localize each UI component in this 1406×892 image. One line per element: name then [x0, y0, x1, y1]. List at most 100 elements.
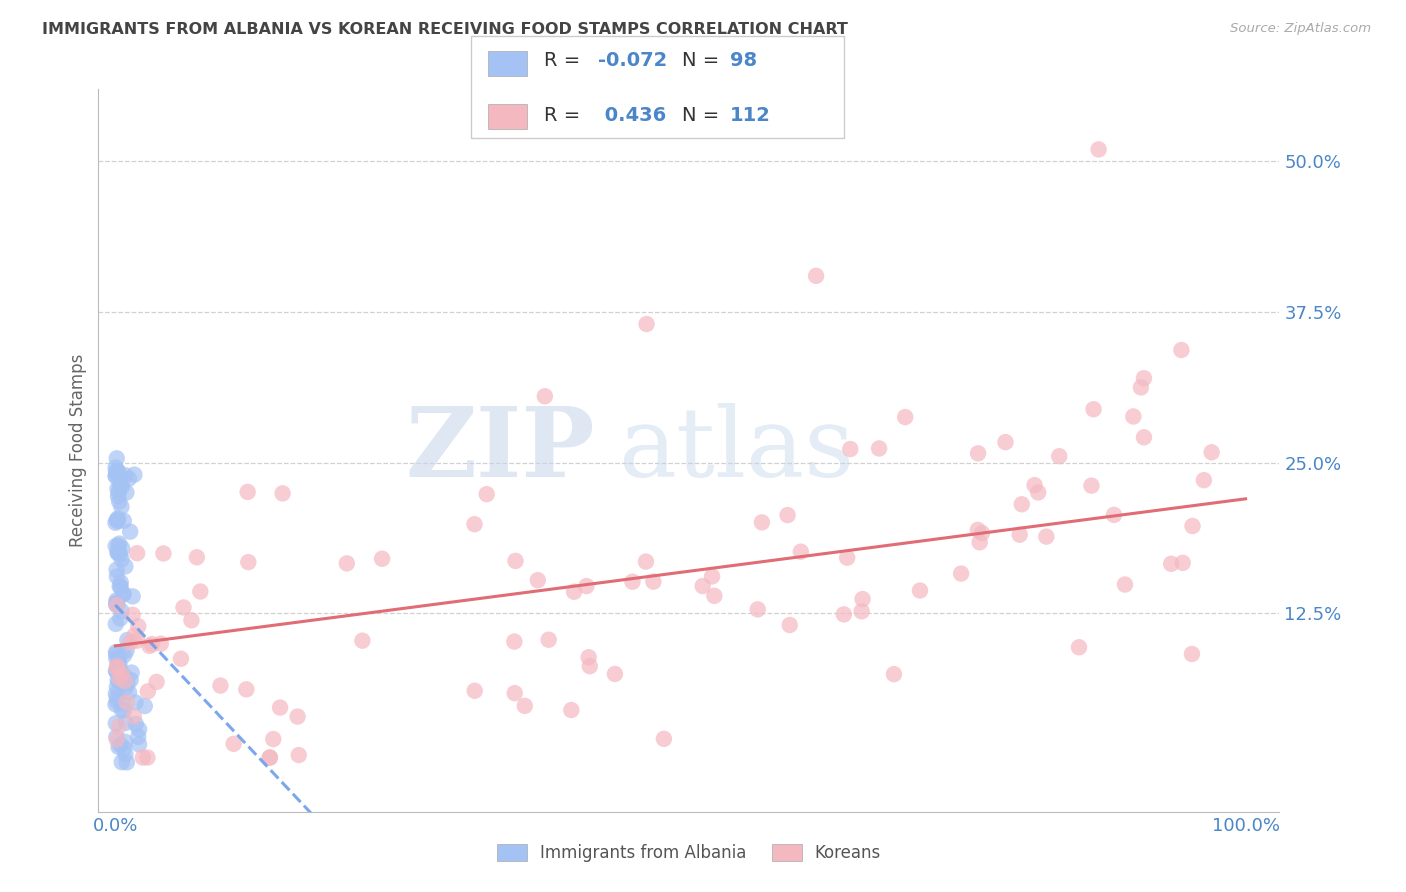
Point: [108, 649, 131, 664]
Point: [259, 750, 281, 764]
Point: [513, 698, 536, 713]
Point: [222, 737, 245, 751]
Legend: Immigrants from Albania, Koreans: Immigrants from Albania, Koreans: [491, 837, 887, 869]
Point: [105, 732, 128, 747]
Point: [120, 635, 142, 649]
Point: [112, 669, 135, 683]
Point: [110, 476, 132, 491]
Point: [105, 647, 128, 661]
Point: [475, 487, 498, 501]
Point: [751, 516, 773, 530]
Point: [236, 484, 259, 499]
Point: [1087, 142, 1109, 157]
Point: [114, 681, 136, 696]
Point: [112, 587, 135, 601]
Point: [118, 685, 141, 699]
Point: [1080, 478, 1102, 492]
Point: [575, 579, 598, 593]
Point: [136, 684, 159, 698]
Text: R =: R =: [544, 106, 586, 126]
Point: [1114, 577, 1136, 591]
Point: [108, 579, 131, 593]
Point: [839, 442, 862, 456]
Point: [104, 687, 127, 701]
Point: [110, 580, 132, 594]
Point: [110, 663, 132, 677]
Point: [970, 526, 993, 541]
Point: [1047, 449, 1070, 463]
Point: [868, 442, 890, 456]
Point: [621, 574, 644, 589]
Point: [108, 470, 131, 484]
Point: [1083, 402, 1105, 417]
Point: [111, 675, 134, 690]
Point: [105, 730, 128, 744]
Point: [837, 550, 859, 565]
Point: [105, 596, 128, 610]
Y-axis label: Receiving Food Stamps: Receiving Food Stamps: [69, 354, 87, 547]
Point: [851, 604, 873, 618]
Point: [851, 592, 873, 607]
Point: [112, 741, 135, 756]
Point: [505, 554, 527, 568]
Text: Source: ZipAtlas.com: Source: ZipAtlas.com: [1230, 22, 1371, 36]
Point: [124, 628, 146, 642]
Point: [747, 602, 769, 616]
Point: [107, 544, 129, 558]
Point: [127, 633, 149, 648]
Point: [104, 468, 127, 483]
Point: [149, 637, 172, 651]
Point: [121, 665, 143, 680]
Point: [127, 730, 149, 744]
Point: [110, 696, 132, 710]
Point: [1133, 430, 1156, 444]
Point: [1201, 445, 1223, 459]
Point: [105, 596, 128, 610]
Point: [105, 659, 128, 673]
Point: [700, 569, 723, 583]
Point: [537, 632, 560, 647]
Text: 112: 112: [730, 106, 770, 126]
Point: [112, 514, 135, 528]
Point: [1026, 485, 1049, 500]
Point: [128, 738, 150, 752]
Point: [105, 665, 128, 679]
Point: [107, 597, 129, 611]
Point: [110, 500, 132, 514]
Point: [105, 451, 128, 466]
Point: [111, 755, 134, 769]
Point: [503, 634, 526, 648]
Point: [110, 611, 132, 625]
Point: [287, 747, 309, 762]
Point: [104, 539, 127, 553]
Point: [104, 460, 127, 475]
Point: [1011, 497, 1033, 511]
Point: [105, 569, 128, 583]
Point: [107, 546, 129, 560]
Point: [120, 524, 142, 539]
Point: [114, 715, 136, 730]
Point: [108, 657, 131, 671]
Point: [111, 667, 134, 681]
Point: [186, 550, 208, 565]
Text: N =: N =: [682, 51, 725, 70]
Point: [779, 618, 801, 632]
Point: [114, 674, 136, 689]
Point: [138, 639, 160, 653]
Point: [112, 587, 135, 601]
Point: [108, 547, 131, 561]
Point: [114, 747, 136, 762]
Point: [104, 616, 127, 631]
Point: [104, 698, 127, 712]
Point: [107, 673, 129, 688]
Point: [104, 469, 127, 483]
Point: [180, 613, 202, 627]
Point: [105, 645, 128, 659]
Point: [352, 633, 374, 648]
Point: [110, 575, 132, 590]
Point: [105, 593, 128, 607]
Point: [104, 516, 127, 530]
Point: [105, 563, 128, 577]
Point: [259, 750, 281, 764]
Point: [118, 472, 141, 486]
